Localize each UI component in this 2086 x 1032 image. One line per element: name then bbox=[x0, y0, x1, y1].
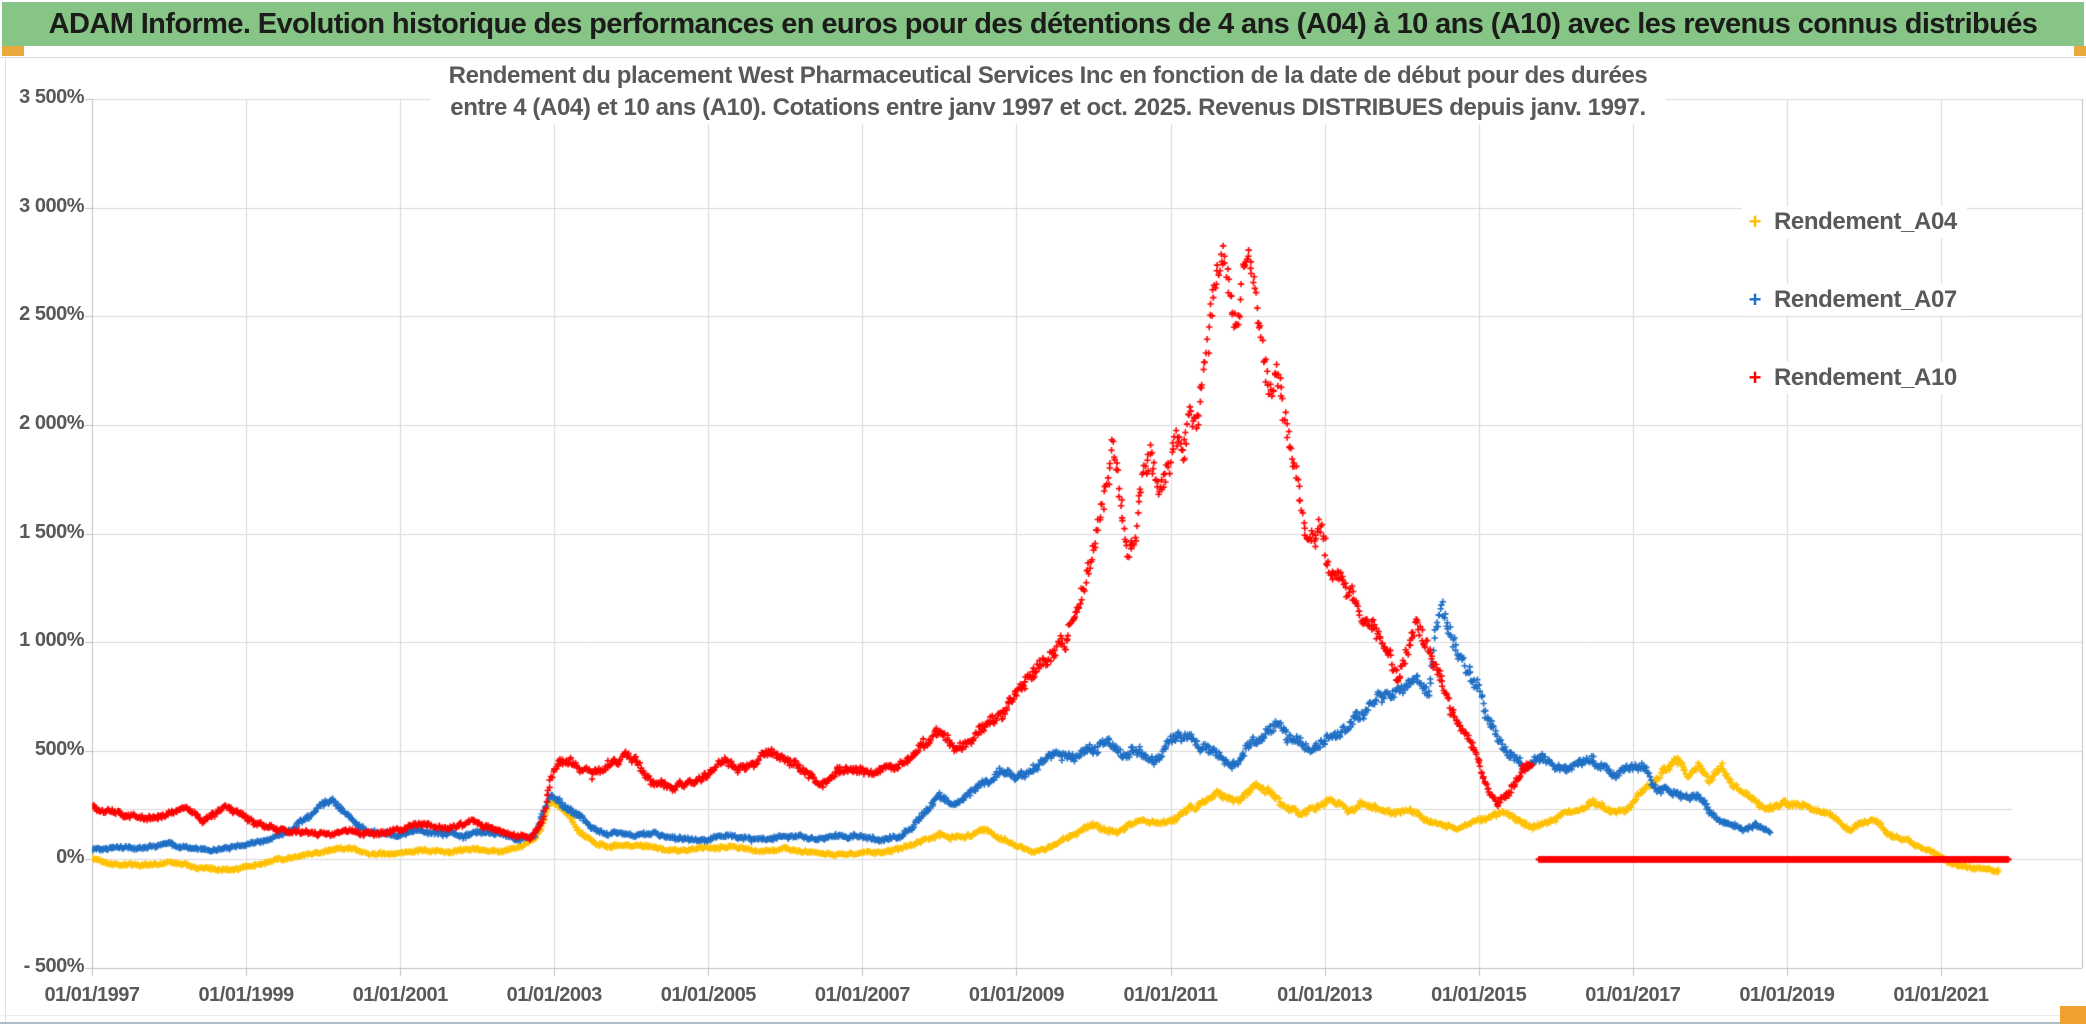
y-tick-label: 0% bbox=[56, 846, 84, 869]
x-tick-label: 01/01/2013 bbox=[1277, 984, 1373, 1006]
legend-label: Rendement_A07 bbox=[1774, 286, 1957, 313]
x-tick-label: 01/01/2011 bbox=[1123, 984, 1219, 1006]
chart-title: Rendement du placement West Pharmaceutic… bbox=[430, 60, 1666, 124]
header-title: ADAM Informe. Evolution historique des p… bbox=[48, 7, 2038, 40]
legend-item-rendement_a10: + Rendement_A10 bbox=[1742, 362, 1967, 394]
x-tick-label: 01/01/2007 bbox=[814, 984, 911, 1006]
plus-marker-icon: + bbox=[1748, 209, 1762, 234]
chart-title-line1: Rendement du placement West Pharmaceutic… bbox=[448, 62, 1648, 89]
bottom-border-line bbox=[0, 1022, 2086, 1024]
x-tick-label: 01/01/2017 bbox=[1585, 984, 1681, 1006]
plus-marker-icon: + bbox=[1748, 365, 1762, 390]
x-tick-label: 01/01/2019 bbox=[1739, 984, 1835, 1006]
chart-title-line2: entre 4 (A04) et 10 ans (A10). Cotations… bbox=[450, 94, 1646, 121]
bottom-right-accent-gold bbox=[2060, 1006, 2086, 1024]
legend-label: Rendement_A10 bbox=[1774, 364, 1957, 391]
y-tick-label: 2 000% bbox=[19, 412, 84, 434]
legend-item-rendement_a04: + Rendement_A04 bbox=[1742, 206, 1967, 238]
x-tick-label: 01/01/2005 bbox=[660, 984, 757, 1006]
y-tick-label: 1 500% bbox=[19, 520, 84, 543]
x-tick-label: 01/01/2015 bbox=[1431, 984, 1527, 1006]
chart-left-border bbox=[5, 58, 6, 1022]
y-tick-label: - 500% bbox=[23, 955, 85, 977]
x-tick-label: 01/01/2001 bbox=[352, 984, 449, 1006]
legend-item-rendement_a07: + Rendement_A07 bbox=[1742, 284, 1967, 316]
x-tick-label: 01/01/2021 bbox=[1893, 984, 1989, 1006]
header-divider-line bbox=[0, 57, 2086, 58]
x-tick-label: 01/01/1997 bbox=[44, 984, 140, 1006]
y-tick-label: 2 500% bbox=[19, 303, 84, 326]
x-tick-label: 01/01/2003 bbox=[506, 984, 603, 1006]
header-accent-left-gold bbox=[2, 46, 24, 56]
header-accent-right-gold bbox=[2074, 46, 2086, 56]
y-tick-label: 500% bbox=[34, 737, 85, 760]
y-tick-label: 3 000% bbox=[19, 194, 84, 217]
legend-label: Rendement_A04 bbox=[1774, 208, 1957, 235]
y-tick-label: 3 500% bbox=[19, 86, 84, 109]
y-tick-label: 1 000% bbox=[19, 629, 84, 652]
x-tick-label: 01/01/1999 bbox=[198, 984, 295, 1006]
bottom-soft-line bbox=[0, 1015, 2086, 1016]
header-banner: ADAM Informe. Evolution historique des p… bbox=[2, 2, 2084, 46]
plus-marker-icon: + bbox=[1748, 287, 1762, 312]
x-tick-label: 01/01/2009 bbox=[968, 984, 1065, 1006]
